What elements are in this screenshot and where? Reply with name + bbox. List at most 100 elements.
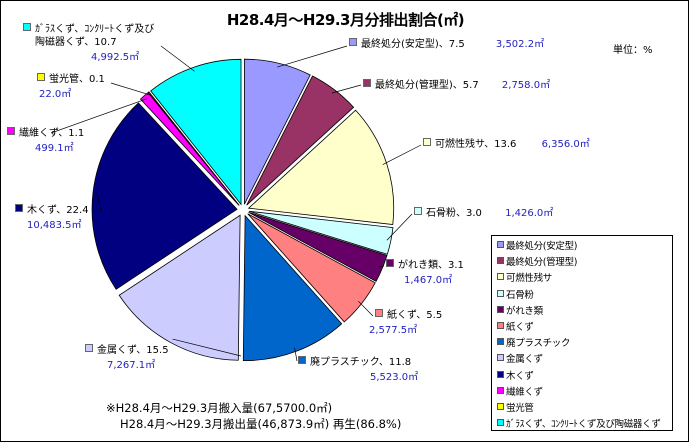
callout-s9-label: 木くず、22.4 bbox=[27, 205, 89, 216]
callout-s4-amount: 1,426.0㎡ bbox=[505, 208, 554, 219]
callout-s6-label: 紙くず、5.5 bbox=[387, 310, 443, 321]
legend-label: 可燃性残サ bbox=[506, 273, 553, 285]
legend-label: 繊維くず bbox=[506, 386, 543, 398]
leader-line-s2 bbox=[331, 84, 362, 94]
callout-s11-amount: 22.0㎡ bbox=[39, 89, 72, 100]
callout-s10: 繊維くず、1.1 499.1㎡ bbox=[7, 127, 84, 158]
callout-s5-label: がれき類、3.1 bbox=[398, 260, 464, 271]
callout-s1-label: 最終処分(安定型)、7.5 bbox=[361, 39, 465, 50]
legend-swatch bbox=[497, 241, 504, 248]
legend-swatch bbox=[497, 419, 504, 427]
callout-s6: 紙くず、5.5 2,577.5㎡ bbox=[369, 309, 443, 340]
pie-slice-s12 bbox=[150, 58, 242, 206]
callout-s3-amount: 6,356.0㎡ bbox=[541, 139, 590, 150]
legend-item: 最終処分(安定型) bbox=[497, 239, 672, 255]
pie-slice-s9 bbox=[91, 102, 238, 290]
legend-item: 木くず bbox=[497, 369, 672, 385]
callout-s5: がれき類、3.1 1,467.0㎡ bbox=[386, 259, 464, 290]
callout-s12-line2: 陶磁器くず、10.7 bbox=[35, 37, 117, 48]
callout-s5-amount: 1,467.0㎡ bbox=[404, 275, 453, 286]
leader-lines bbox=[50, 45, 422, 362]
legend-item: ｶﾞﾗｽくず、ｺﾝｸﾘｰﾄくず及び陶磁器くず bbox=[497, 417, 672, 433]
callout-s12-line1: ｶﾞﾗｽくず、ｺﾝｸﾘｰﾄくず及び bbox=[35, 24, 155, 35]
legend-label: 最終処分(管理型) bbox=[506, 257, 578, 269]
chart-title: H28.4月～H29.3月分排出割合(㎡) bbox=[226, 11, 465, 29]
legend-item: 繊維くず bbox=[497, 385, 672, 401]
legend-swatch bbox=[497, 370, 504, 378]
legend-label: 廃プラスチック bbox=[506, 338, 571, 350]
swatch-s11 bbox=[37, 73, 45, 81]
pie-slice-s7 bbox=[242, 214, 343, 362]
leader-line-s5 bbox=[378, 265, 385, 268]
swatch-s10 bbox=[7, 127, 15, 135]
legend-item: 廃プラスチック bbox=[497, 336, 672, 352]
legend-swatch bbox=[497, 257, 504, 265]
footnote-line-2: H28.4月～H29.3月搬出量(46,873.9㎡) 再生(86.8%) bbox=[120, 417, 402, 431]
callout-s8-amount: 7,267.1㎡ bbox=[107, 360, 156, 371]
swatch-s8 bbox=[85, 344, 93, 352]
callout-s10-amount: 499.1㎡ bbox=[35, 143, 74, 154]
callout-s11: 蛍光管、0.1 22.0㎡ bbox=[37, 73, 105, 104]
legend-label: 石骨粉 bbox=[506, 289, 534, 301]
legend-swatch bbox=[497, 273, 504, 281]
callout-s10-label: 繊維くず、1.1 bbox=[19, 128, 85, 139]
legend-swatch bbox=[497, 321, 504, 329]
leader-line-s11 bbox=[110, 82, 152, 96]
pie-slice-s3 bbox=[247, 109, 395, 225]
swatch-s9 bbox=[15, 204, 23, 212]
pie-slice-s11 bbox=[147, 91, 240, 206]
pie-slice-s1 bbox=[244, 58, 311, 205]
legend-swatch bbox=[497, 338, 504, 346]
callout-s9-amount: 10,483.5㎡ bbox=[27, 220, 82, 231]
pie-slice-s6 bbox=[247, 213, 376, 323]
unit-label: 単位：% bbox=[613, 45, 653, 56]
callout-s4-label: 石骨粉、3.0 bbox=[426, 208, 482, 219]
chart-legend: 最終処分(安定型) 最終処分(管理型) 可燃性残サ 石骨粉 がれき類 紙くず 廃… bbox=[491, 235, 673, 431]
callout-s2: 最終処分(管理型)、5.7 2,758.0㎡ bbox=[363, 79, 550, 92]
legend-label: ｶﾞﾗｽくず、ｺﾝｸﾘｰﾄくず及び陶磁器くず bbox=[506, 419, 661, 431]
legend-item: 石骨粉 bbox=[497, 288, 672, 304]
callout-s7: 廃プラスチック、11.8 5,523.0㎡ bbox=[298, 356, 418, 387]
footnote-line-1: ※H28.4月～H29.3月搬入量(67,5700.0㎡) bbox=[106, 401, 333, 415]
callout-s1-amount: 3,502.2㎡ bbox=[495, 39, 545, 50]
swatch-s6 bbox=[375, 309, 383, 317]
callout-s3: 可燃性残サ、13.6 6,356.0㎡ bbox=[423, 138, 590, 151]
legend-swatch bbox=[497, 402, 504, 410]
legend-item: がれき類 bbox=[497, 304, 672, 320]
legend-swatch bbox=[497, 289, 504, 297]
legend-item: 金属くず bbox=[497, 352, 672, 368]
callout-s12-amount: 4,992.5㎡ bbox=[91, 52, 140, 63]
leader-line-s6 bbox=[358, 300, 374, 317]
callout-s12: ｶﾞﾗｽくず、ｺﾝｸﾘｰﾄくず及び 陶磁器くず、10.7 4,992.5㎡ bbox=[23, 23, 154, 67]
legend-item: 紙くず bbox=[497, 320, 672, 336]
legend-swatch bbox=[497, 305, 504, 313]
callout-s4: 石骨粉、3.0 1,426.0㎡ bbox=[414, 207, 553, 220]
swatch-s3 bbox=[423, 138, 431, 146]
swatch-s12 bbox=[23, 23, 31, 31]
leader-line-s7 bbox=[294, 347, 298, 362]
swatch-s7 bbox=[298, 356, 306, 364]
legend-label: 紙くず bbox=[506, 321, 534, 333]
callout-s2-amount: 2,758.0㎡ bbox=[501, 80, 551, 91]
callout-s2-label: 最終処分(管理型)、5.7 bbox=[375, 80, 479, 91]
leader-line-s8 bbox=[172, 338, 242, 357]
swatch-s4 bbox=[414, 207, 422, 215]
legend-label: 金属くず bbox=[506, 354, 543, 366]
legend-label: 最終処分(安定型) bbox=[506, 241, 578, 252]
swatch-s2 bbox=[363, 79, 371, 87]
callout-s6-amount: 2,577.5㎡ bbox=[369, 325, 418, 336]
leader-line-s4 bbox=[386, 213, 413, 241]
swatch-s5 bbox=[386, 259, 394, 267]
swatch-s1 bbox=[349, 38, 357, 46]
legend-item: 蛍光管 bbox=[497, 401, 672, 417]
pie-slice-s5 bbox=[248, 211, 388, 282]
legend-label: 蛍光管 bbox=[506, 402, 534, 414]
pie-slice-s2 bbox=[246, 75, 355, 206]
pie-slice-s8 bbox=[118, 214, 241, 361]
legend-swatch bbox=[497, 386, 504, 394]
callout-s3-label: 可燃性残サ、13.6 bbox=[435, 139, 517, 150]
callout-s7-amount: 5,523.0㎡ bbox=[370, 372, 419, 383]
leader-line-s1 bbox=[277, 45, 348, 68]
